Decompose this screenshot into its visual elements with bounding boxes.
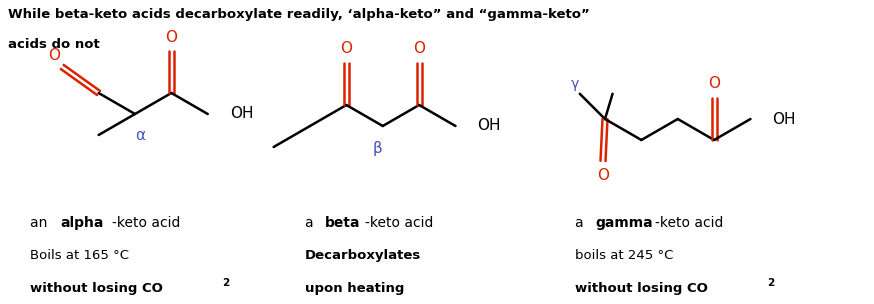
Text: O: O [165, 29, 177, 44]
Text: a: a [575, 216, 588, 230]
Text: OH: OH [230, 106, 253, 122]
Text: acids do not: acids do not [8, 38, 100, 51]
Text: beta: beta [325, 216, 360, 230]
Text: boils at 245 °C: boils at 245 °C [575, 249, 673, 262]
Text: gamma: gamma [595, 216, 653, 230]
Text: O: O [340, 42, 352, 57]
Text: upon heating: upon heating [305, 282, 405, 295]
Text: γ: γ [571, 77, 579, 91]
Text: without losing CO: without losing CO [575, 282, 708, 295]
Text: While beta-keto acids decarboxylate readily, ‘alpha-keto” and “gamma-keto”: While beta-keto acids decarboxylate read… [8, 8, 590, 21]
Text: 2: 2 [222, 278, 229, 288]
Text: α: α [135, 129, 145, 143]
Text: Boils at 165 °C: Boils at 165 °C [30, 249, 129, 262]
Text: -keto acid: -keto acid [112, 216, 180, 230]
Text: -keto acid: -keto acid [655, 216, 724, 230]
Text: without losing CO: without losing CO [30, 282, 163, 295]
Text: O: O [597, 168, 609, 182]
Text: an: an [30, 216, 52, 230]
Text: 2: 2 [767, 278, 774, 288]
Text: O: O [708, 77, 720, 92]
Text: -keto acid: -keto acid [365, 216, 434, 230]
Text: β: β [373, 140, 383, 156]
Text: O: O [48, 47, 60, 63]
Text: a: a [305, 216, 318, 230]
Text: O: O [413, 42, 425, 57]
Text: Decarboxylates: Decarboxylates [305, 249, 421, 262]
Text: OH: OH [477, 119, 501, 133]
Text: alpha: alpha [60, 216, 103, 230]
Text: OH: OH [773, 112, 796, 126]
